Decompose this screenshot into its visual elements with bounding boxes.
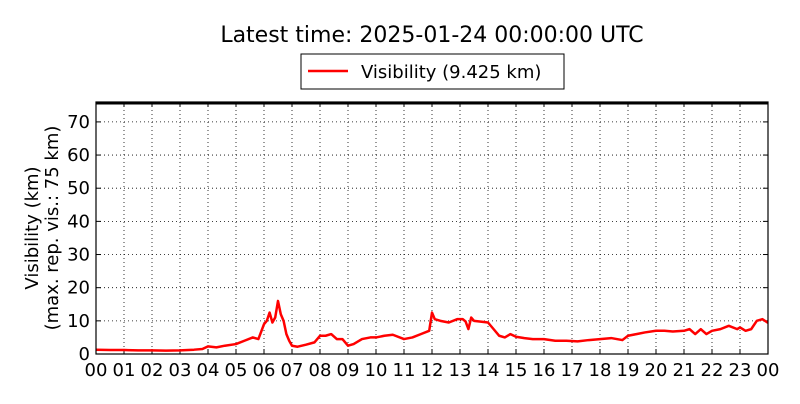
x-tick-label: 21	[673, 360, 696, 381]
x-tick-label: 16	[533, 360, 556, 381]
y-axis-label: Visibility (km) (max. rep. vis.: 75 km)	[22, 126, 63, 331]
plot-frame	[95, 101, 769, 355]
plot-border	[95, 101, 769, 355]
x-tick-label: 17	[561, 360, 584, 381]
legend-label: Visibility (9.425 km)	[361, 62, 541, 83]
x-tick-label: 10	[365, 360, 388, 381]
y-tick-label: 70	[67, 112, 90, 133]
x-tick-label: 15	[505, 360, 528, 381]
x-tick-label: 18	[589, 360, 612, 381]
series-layer	[96, 299, 768, 352]
x-tick-label: 00	[85, 360, 108, 381]
x-tick-label: 13	[449, 360, 472, 381]
x-tick-label: 14	[477, 360, 500, 381]
x-tick-label: 22	[701, 360, 724, 381]
x-tick-label: 23	[729, 360, 752, 381]
legend: Visibility (9.425 km)	[300, 53, 565, 90]
y-tick-labels: 0 10 20 30 40 50 60 70	[67, 112, 90, 365]
chart-title: Latest time: 2025-01-24 00:00:00 UTC	[220, 23, 643, 48]
x-tick-label: 06	[253, 360, 276, 381]
x-tick-label: 09	[337, 360, 360, 381]
x-tick-label: 11	[393, 360, 416, 381]
y-tick-label: 60	[67, 145, 90, 166]
x-tick-label: 07	[281, 360, 304, 381]
x-tick-label: 19	[617, 360, 640, 381]
y-axis-label-line-2: (max. rep. vis.: 75 km)	[42, 126, 63, 331]
y-tick-label: 20	[67, 278, 90, 299]
x-tick-labels: 00 01 02 03 04 05 06 07 08 09 10 11 12 13 14 15 16 17 18 19…	[85, 360, 780, 381]
x-tick-label: 04	[197, 360, 220, 381]
y-tick-label: 40	[67, 211, 90, 232]
x-tick-label: 00	[757, 360, 780, 381]
series-line-visibility	[96, 299, 768, 352]
y-tick-label: 10	[67, 311, 90, 332]
y-tick-label: 30	[67, 245, 90, 266]
grid	[96, 102, 768, 354]
y-tick-label: 0	[79, 344, 90, 365]
x-tick-label: 20	[645, 360, 668, 381]
y-axis-label-line-1: Visibility (km)	[22, 166, 43, 289]
x-tick-label: 08	[309, 360, 332, 381]
x-tick-label: 01	[113, 360, 136, 381]
x-tick-label: 03	[169, 360, 192, 381]
x-tick-label: 12	[421, 360, 444, 381]
x-tick-label: 05	[225, 360, 248, 381]
y-tick-label: 50	[67, 178, 90, 199]
x-tick-label: 02	[141, 360, 164, 381]
